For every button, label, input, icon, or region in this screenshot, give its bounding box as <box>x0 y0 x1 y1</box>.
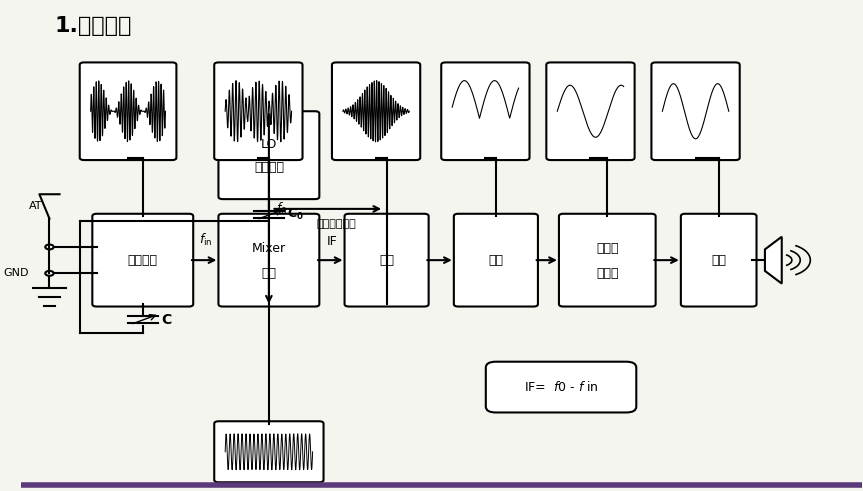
FancyBboxPatch shape <box>214 421 324 482</box>
Text: GND: GND <box>3 268 28 278</box>
FancyBboxPatch shape <box>454 214 538 306</box>
FancyBboxPatch shape <box>332 62 420 160</box>
FancyBboxPatch shape <box>218 214 319 306</box>
FancyBboxPatch shape <box>681 214 757 306</box>
FancyBboxPatch shape <box>652 62 740 160</box>
Text: 检波: 检波 <box>488 254 503 267</box>
Text: 功放: 功放 <box>711 254 726 267</box>
Text: C: C <box>161 313 172 327</box>
Text: 调谐回路: 调谐回路 <box>128 254 158 267</box>
Text: 1.工作框图: 1.工作框图 <box>54 16 132 36</box>
FancyBboxPatch shape <box>214 62 303 160</box>
Text: 本机振荡: 本机振荡 <box>254 161 284 174</box>
FancyBboxPatch shape <box>486 362 636 412</box>
FancyBboxPatch shape <box>441 62 530 160</box>
Text: 混频: 混频 <box>261 267 276 280</box>
Text: AT: AT <box>28 201 42 212</box>
Text: 中放: 中放 <box>379 254 394 267</box>
FancyBboxPatch shape <box>92 214 193 306</box>
Text: IF: IF <box>326 235 337 248</box>
Text: IF=  $\mathit{f}$0 - $\mathit{f}$ in: IF= $\mathit{f}$0 - $\mathit{f}$ in <box>524 380 598 394</box>
FancyBboxPatch shape <box>546 62 634 160</box>
Text: 频低放: 频低放 <box>596 267 619 280</box>
Text: $f_0$: $f_0$ <box>275 201 287 217</box>
Text: 前置音: 前置音 <box>596 242 619 255</box>
FancyBboxPatch shape <box>344 214 429 306</box>
Text: Mixer: Mixer <box>252 242 286 255</box>
Text: LO: LO <box>261 138 277 151</box>
FancyBboxPatch shape <box>559 214 656 306</box>
FancyBboxPatch shape <box>218 111 319 199</box>
Text: 自动增益控制: 自动增益控制 <box>316 218 356 229</box>
Text: $\mathbf{C_0}$: $\mathbf{C_0}$ <box>287 207 305 222</box>
Text: $f_{\rm in}$: $f_{\rm in}$ <box>199 232 212 248</box>
Polygon shape <box>765 237 782 284</box>
FancyBboxPatch shape <box>79 62 176 160</box>
